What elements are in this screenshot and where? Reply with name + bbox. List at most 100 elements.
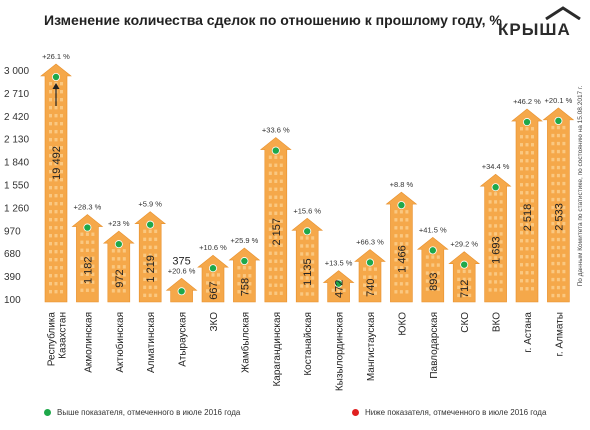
bar-window	[531, 215, 534, 219]
bar-window	[394, 218, 398, 222]
bar-window	[562, 165, 566, 170]
bar-window	[54, 170, 58, 174]
bar-window	[405, 250, 409, 254]
bar-window	[274, 291, 278, 295]
category-label: Карагандинская	[272, 312, 283, 387]
bar-window	[531, 143, 534, 147]
bar-window	[49, 258, 52, 262]
bar-window	[436, 279, 440, 283]
bar-window	[154, 269, 158, 274]
bar-window	[531, 231, 534, 235]
bar-window	[268, 195, 272, 199]
bar-window	[54, 274, 58, 278]
bar-window	[49, 290, 52, 294]
bar-window	[122, 281, 126, 285]
bar-window	[305, 244, 309, 248]
bar-window	[60, 202, 63, 206]
bar-window	[405, 210, 409, 214]
bar-window	[488, 216, 492, 220]
bar-window	[531, 207, 534, 211]
bar-window	[562, 173, 566, 178]
bar-window	[54, 202, 58, 206]
bar-window	[49, 122, 52, 126]
bar-window	[60, 106, 63, 110]
bar-window	[562, 237, 566, 242]
category-label: г. Алматы	[554, 312, 565, 356]
bar-window	[425, 271, 429, 275]
bar-window	[49, 186, 52, 190]
bar-window	[60, 186, 63, 190]
bar-window	[143, 237, 147, 242]
bar-window	[242, 282, 246, 286]
bar-window	[268, 155, 272, 159]
bar-window	[551, 141, 555, 146]
bar-window	[49, 90, 52, 94]
bar-window	[300, 284, 304, 288]
bar-window	[556, 213, 560, 218]
bar-house	[197, 254, 229, 303]
bar-window	[499, 232, 503, 236]
category-label: ЗКО	[209, 312, 220, 332]
bar-window	[525, 199, 529, 203]
bar-window	[531, 167, 534, 171]
bar-window	[60, 146, 63, 150]
bar-window	[111, 273, 115, 277]
bar-window	[80, 240, 84, 244]
bar-window	[499, 272, 503, 276]
bar-window	[60, 242, 63, 246]
bar-window	[148, 261, 152, 266]
change-label: +20.1 %	[545, 96, 573, 105]
bar-window	[399, 282, 403, 286]
bar-window	[368, 283, 372, 287]
bar-window	[279, 291, 283, 295]
bar-window	[154, 293, 158, 298]
bar-window	[520, 287, 523, 291]
bar-window	[551, 205, 555, 210]
bar-window	[54, 234, 58, 238]
bar-window	[394, 290, 398, 294]
bar-window	[49, 218, 52, 222]
bar-window	[268, 267, 272, 271]
bar-window	[425, 287, 429, 291]
bar-window	[49, 226, 52, 230]
bar-window	[551, 213, 555, 218]
bar-window	[399, 266, 403, 270]
category-label: Алматинская	[146, 312, 157, 373]
bar-window	[399, 290, 403, 294]
bar-window	[279, 219, 283, 223]
bar-window	[520, 199, 523, 203]
bar-window	[311, 244, 315, 248]
bar-window	[394, 274, 398, 278]
bar-window	[49, 250, 52, 254]
bar-window	[457, 277, 461, 282]
bar-house	[479, 173, 512, 303]
legend-below: Ниже показателя, отмеченного в июле 2016…	[352, 408, 546, 417]
bar-window	[562, 133, 566, 138]
legend-label-above: Выше показателя, отмеченного в июле 2016…	[57, 408, 241, 417]
bar-window	[300, 252, 304, 256]
bar-window	[279, 171, 283, 175]
bar-window	[457, 293, 461, 298]
bar-house	[385, 191, 418, 303]
bar-window	[268, 203, 272, 207]
bar-window	[111, 265, 115, 269]
value-label: 375	[172, 255, 190, 267]
bar-window	[60, 218, 63, 222]
bar-window	[154, 237, 158, 242]
indicator-dot	[240, 257, 249, 266]
bar-window	[211, 289, 215, 293]
bar-window	[148, 253, 152, 258]
bar-window	[85, 264, 89, 268]
bar-window	[556, 181, 560, 186]
bar-window	[268, 283, 272, 287]
source-note: По данным Комитета по статистике, по сос…	[577, 68, 587, 304]
bar-window	[436, 263, 440, 267]
bar-window	[399, 250, 403, 254]
bar-window	[268, 227, 272, 231]
bar-window	[91, 248, 95, 252]
category-label: Казахстан	[58, 312, 69, 359]
bar-window	[60, 154, 63, 158]
y-tick-label: 3 000	[4, 66, 29, 77]
bar-window	[60, 130, 63, 134]
bar-window	[494, 240, 498, 244]
